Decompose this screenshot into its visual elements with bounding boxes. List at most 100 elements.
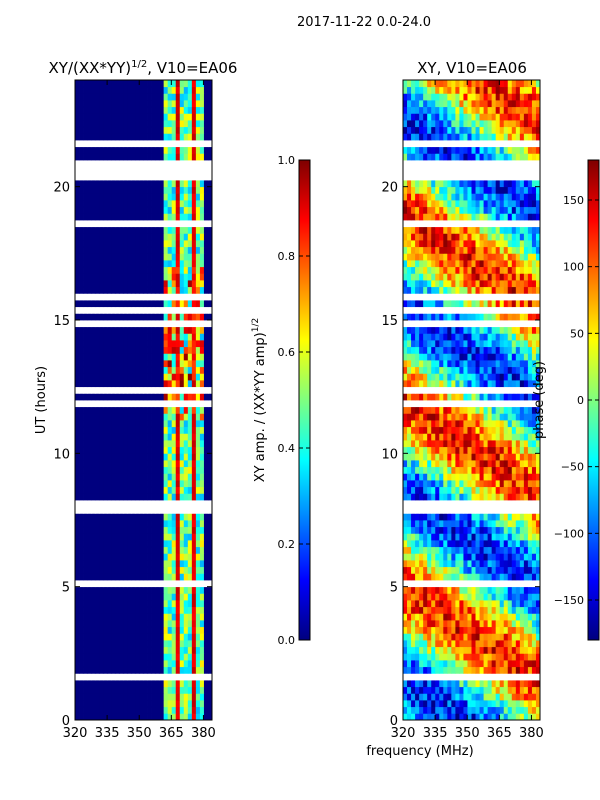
heatmap-cell (107, 646, 112, 654)
heatmap-cell (451, 606, 456, 614)
colorbar-tick-label: 0.4 (278, 442, 296, 455)
heatmap-cell (151, 80, 156, 88)
heatmap-cell (175, 246, 181, 254)
heatmap-cell (415, 646, 420, 654)
heatmap-cell (179, 126, 185, 134)
heatmap-cell (451, 440, 456, 448)
heatmap-cell (531, 486, 537, 494)
heatmap-cell (187, 320, 193, 328)
heatmap-cell (203, 566, 209, 574)
heatmap-cell (147, 180, 152, 188)
heatmap-cell (195, 526, 201, 534)
heatmap-cell (455, 560, 460, 568)
heatmap-cell (199, 226, 205, 234)
heatmap-cell (203, 413, 209, 421)
heatmap-cell (143, 300, 148, 308)
heatmap-cell (447, 560, 452, 568)
heatmap-cell (199, 326, 205, 334)
heatmap-cell (111, 426, 116, 434)
heatmap-cell (91, 300, 96, 308)
heatmap-cell (123, 340, 128, 348)
heatmap-cell (471, 593, 476, 601)
heatmap-cell (199, 593, 205, 601)
heatmap-cell (191, 140, 197, 148)
heatmap-cell (119, 306, 124, 314)
heatmap-cell (523, 673, 529, 681)
heatmap-cell (83, 693, 88, 701)
heatmap-cell (95, 240, 100, 248)
heatmap-cell (407, 713, 412, 721)
heatmap-cell (111, 333, 116, 341)
heatmap-cell (519, 520, 525, 528)
heatmap-cell (487, 460, 493, 468)
heatmap-cell (527, 406, 533, 414)
heatmap-cell (107, 113, 112, 121)
heatmap-cell (75, 493, 80, 501)
heatmap-cell (163, 640, 169, 648)
heatmap-cell (167, 693, 173, 701)
heatmap-cell (419, 566, 424, 574)
heatmap-cell (187, 546, 193, 554)
heatmap-cell (207, 553, 213, 561)
heatmap-cell (91, 106, 96, 114)
heatmap-cell (203, 460, 209, 468)
heatmap-cell (163, 300, 169, 308)
heatmap-cell (131, 666, 136, 674)
heatmap-cell (491, 666, 497, 674)
heatmap-cell (527, 433, 533, 441)
heatmap-cell (443, 553, 448, 561)
heatmap-cell (507, 513, 513, 521)
heatmap-cell (123, 680, 128, 688)
heatmap-cell (507, 646, 513, 654)
heatmap-cell (447, 540, 452, 548)
heatmap-cell (91, 206, 96, 214)
heatmap-cell (91, 173, 96, 181)
heatmap-cell (111, 193, 116, 201)
heatmap-cell (503, 406, 509, 414)
heatmap-cell (131, 153, 136, 161)
heatmap-cell (95, 300, 100, 308)
heatmap-cell (83, 273, 88, 281)
heatmap-cell (203, 526, 209, 534)
heatmap-cell (91, 293, 96, 301)
heatmap-cell (487, 473, 493, 481)
heatmap-cell (491, 606, 497, 614)
heatmap-cell (191, 513, 197, 521)
heatmap-cell (159, 533, 165, 541)
heatmap-cell (75, 560, 80, 568)
heatmap-cell (427, 386, 432, 394)
heatmap-cell (191, 126, 197, 134)
heatmap-cell (75, 133, 80, 141)
heatmap-cell (475, 586, 480, 594)
heatmap-cell (167, 500, 173, 508)
heatmap-cell (519, 640, 525, 648)
heatmap-cell (455, 506, 460, 514)
heatmap-cell (99, 93, 104, 101)
heatmap-cell (403, 506, 408, 514)
heatmap-cell (79, 486, 84, 494)
heatmap-cell (459, 400, 464, 408)
heatmap-cell (95, 400, 100, 408)
heatmap-cell (119, 246, 124, 254)
heatmap-cell (111, 553, 116, 561)
heatmap-cell (479, 673, 484, 681)
heatmap-cell (503, 486, 509, 494)
heatmap-cell (455, 526, 460, 534)
heatmap-cell (91, 186, 96, 194)
heatmap-cell (103, 233, 108, 241)
heatmap-cell (403, 533, 408, 541)
heatmap-cell (175, 200, 181, 208)
heatmap-cell (159, 386, 165, 394)
heatmap-cell (151, 266, 156, 274)
heatmap-cell (195, 340, 201, 348)
heatmap-cell (531, 600, 537, 608)
heatmap-cell (179, 166, 185, 174)
heatmap-cell (95, 393, 100, 401)
heatmap-cell (111, 86, 116, 94)
heatmap-cell (75, 480, 80, 488)
heatmap-cell (403, 700, 408, 708)
heatmap-cell (91, 686, 96, 694)
heatmap-cell (115, 666, 120, 674)
heatmap-cell (79, 506, 84, 514)
heatmap-cell (127, 433, 132, 441)
